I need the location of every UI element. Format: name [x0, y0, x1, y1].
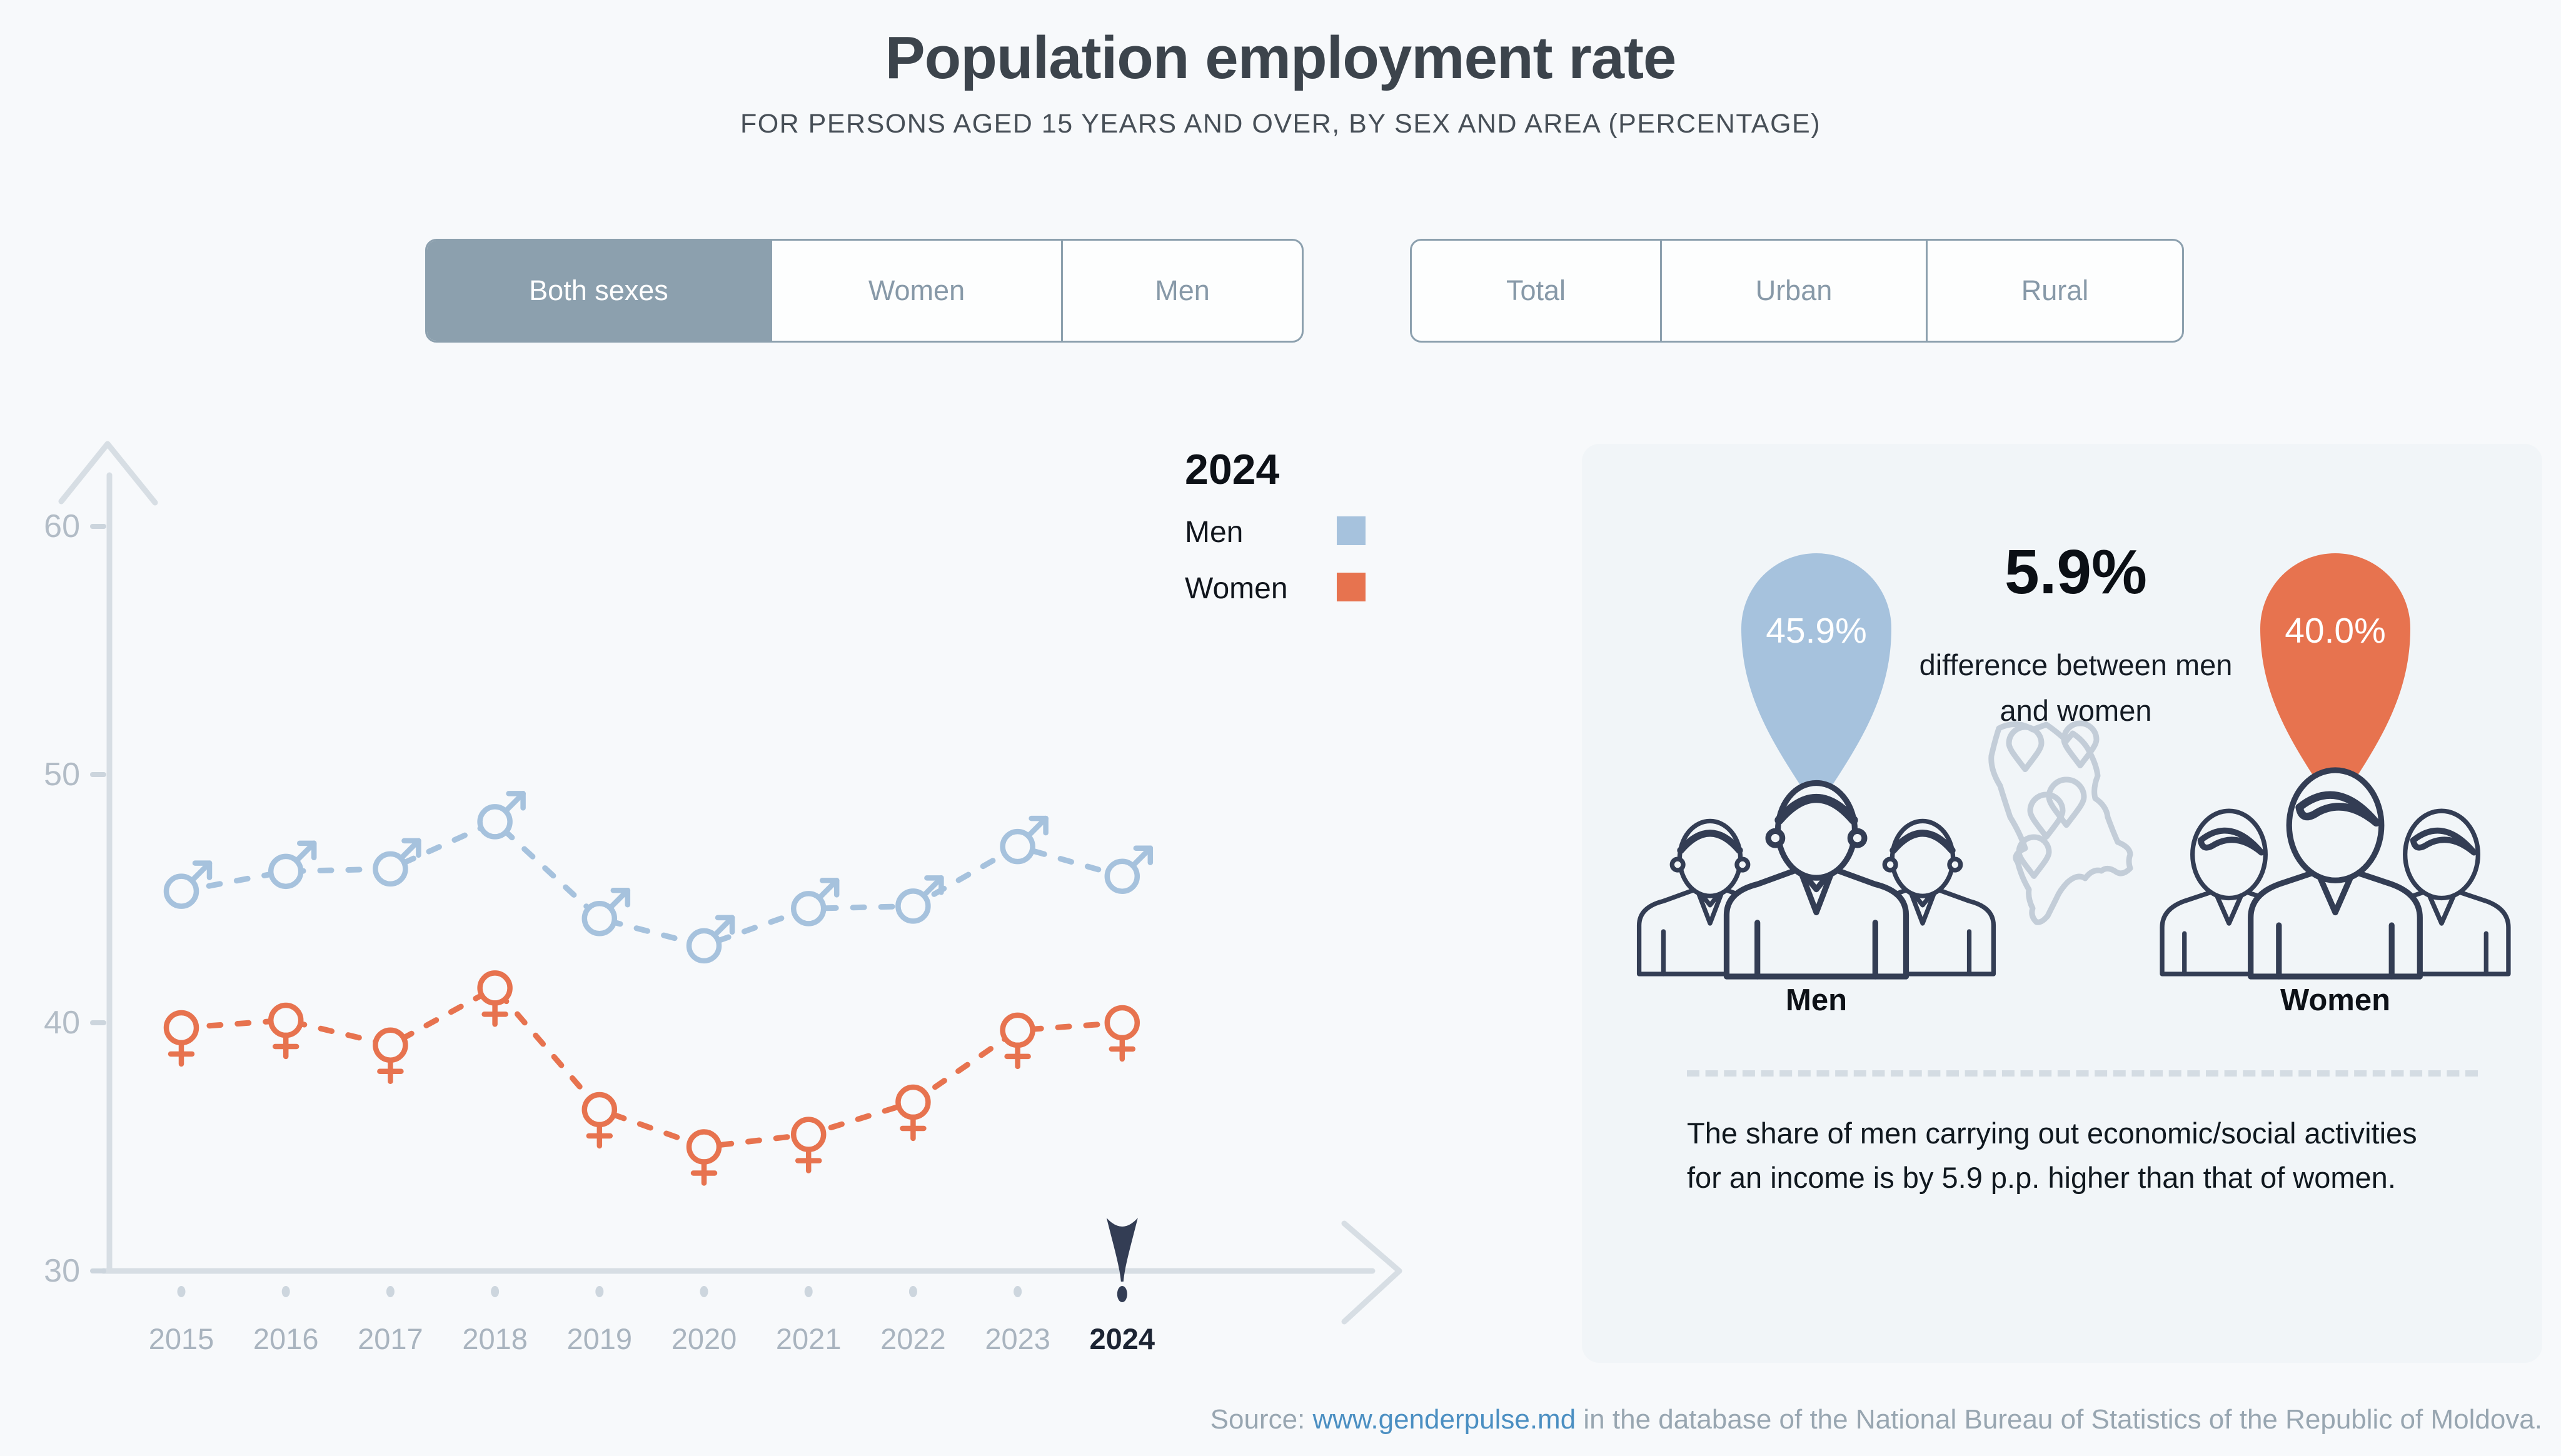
legend-item-men: Men: [1185, 515, 1366, 550]
year-dot: [1014, 1286, 1022, 1297]
year-dot: [491, 1286, 500, 1297]
legend-year: 2024: [1185, 446, 1280, 493]
female-marker-icon: [1104, 1005, 1140, 1062]
series-markers-women: [163, 970, 1140, 1186]
difference-value: 5.9%: [2005, 537, 2147, 607]
header: Population employment rate FOR PERSONS A…: [0, 24, 2561, 139]
male-marker-icon: [373, 838, 421, 887]
summary-panel: 45.9% 40.0% 5.9% difference between men …: [1582, 444, 2542, 1363]
x-tick-label-2018: 2018: [462, 1322, 528, 1355]
male-marker-icon: [1000, 815, 1049, 865]
year-dot: [281, 1286, 290, 1297]
female-marker-icon: [790, 1117, 827, 1173]
difference-label: difference between men and women: [1919, 648, 2233, 727]
female-marker-icon: [581, 1092, 618, 1149]
man-icon: [1723, 780, 1909, 980]
legend-label: Men: [1185, 516, 1244, 549]
woman-icon: [2248, 767, 2423, 980]
legend-swatch: [1337, 573, 1366, 601]
x-axis-arrow-icon: [1341, 1220, 1402, 1325]
male-marker-icon: [163, 860, 213, 909]
x-tick-label-2016: 2016: [253, 1322, 319, 1355]
female-marker-icon: [163, 1010, 199, 1067]
female-marker-icon: [268, 1002, 304, 1060]
female-marker-icon: [477, 970, 513, 1027]
moldova-map-icon: [1988, 720, 2133, 925]
female-marker-icon: [1000, 1012, 1035, 1070]
sex-filter-option-women[interactable]: Women: [770, 241, 1061, 341]
year-dot-highlight: [1117, 1286, 1127, 1302]
year-dot: [908, 1286, 917, 1297]
female-marker-icon: [686, 1129, 722, 1186]
female-marker-icon: [373, 1027, 408, 1084]
year-dot: [804, 1286, 813, 1297]
source-prefix: Source:: [1210, 1404, 1313, 1435]
male-marker-icon: [581, 888, 631, 936]
male-marker-icon: [477, 791, 526, 840]
page-title: Population employment rate: [885, 24, 1677, 91]
current-year-pointer-icon: [1106, 1218, 1138, 1282]
year-dot: [386, 1286, 395, 1297]
x-tick-label-2017: 2017: [358, 1322, 423, 1355]
female-marker-icon: [895, 1084, 931, 1142]
men-group-label: Men: [1786, 983, 1847, 1017]
map-pin-icon: [2027, 791, 2066, 840]
map-pin-icon: [2006, 724, 2045, 773]
y-tick-label: 40: [44, 1005, 80, 1041]
male-marker-icon: [895, 875, 944, 924]
x-tick-label-2022: 2022: [880, 1322, 946, 1355]
x-tick-label-2015: 2015: [149, 1322, 214, 1355]
x-tick-label-2024: 2024: [1090, 1322, 1155, 1355]
year-dot: [177, 1286, 186, 1297]
source-suffix: in the database of the National Bureau o…: [1576, 1404, 2542, 1435]
map-pin-icon: [2016, 834, 2052, 879]
panel-illustrations: [1636, 553, 2511, 980]
x-tick-label-2023: 2023: [985, 1322, 1050, 1355]
series-line-men: [178, 818, 1125, 949]
area-filter-group: Total Urban Rural: [1410, 239, 2184, 343]
series-line-women: [178, 984, 1125, 1150]
source-line: Source: www.genderpulse.md in the databa…: [1210, 1404, 2542, 1435]
year-dot: [700, 1286, 708, 1297]
summary-note: The share of men carrying out economic/s…: [1687, 1117, 2417, 1194]
men-rate-value: 45.9%: [1766, 611, 1867, 651]
male-marker-icon: [1104, 845, 1154, 895]
page-subtitle: FOR PERSONS AGED 15 YEARS AND OVER, BY S…: [740, 109, 1821, 139]
sex-filter-option-men[interactable]: Men: [1061, 241, 1302, 341]
year-dot: [595, 1286, 604, 1297]
axes: [58, 441, 1402, 1325]
map-pin-icon: [2061, 720, 2100, 769]
chart-legend: 2024 Men Women: [1185, 445, 1366, 606]
x-tick-label-2021: 2021: [776, 1322, 842, 1355]
y-ticks: 30 40 50 60: [44, 508, 106, 1289]
dashed-divider: [1687, 1070, 2478, 1077]
map-pin-icon: [2046, 776, 2087, 828]
area-filter-option-total[interactable]: Total: [1506, 274, 1566, 306]
area-filter-option-rural[interactable]: Rural: [1926, 241, 2182, 341]
y-tick-label: 60: [44, 508, 80, 545]
x-tick-label-2019: 2019: [567, 1322, 633, 1355]
sex-filter-option-both-sexes[interactable]: Both sexes: [427, 241, 770, 341]
source-link[interactable]: www.genderpulse.md: [1312, 1404, 1576, 1435]
male-marker-icon: [790, 878, 840, 926]
legend-label: Women: [1185, 572, 1288, 605]
y-tick-label: 30: [44, 1253, 80, 1289]
series-markers-men: [163, 791, 1154, 964]
women-group-label: Women: [2280, 983, 2391, 1017]
y-tick-label: 50: [44, 756, 80, 793]
legend-swatch: [1337, 516, 1366, 545]
area-filter-option-urban[interactable]: Urban: [1660, 241, 1926, 341]
legend-item-women: Women: [1185, 571, 1366, 606]
men-pin-icon: [1741, 553, 1891, 810]
male-marker-icon: [268, 840, 317, 890]
sex-filter-group: Both sexes Women Men: [425, 239, 1304, 343]
male-marker-icon: [686, 915, 735, 964]
x-tick-label-2020: 2020: [672, 1322, 737, 1355]
women-rate-value: 40.0%: [2285, 611, 2386, 651]
x-labels: 2015 2016 2017 2018 2019 2020 2021 2022 2023 2024: [149, 1286, 1155, 1355]
y-axis-arrow-icon: [58, 441, 158, 506]
women-pin-icon: [2260, 553, 2410, 810]
